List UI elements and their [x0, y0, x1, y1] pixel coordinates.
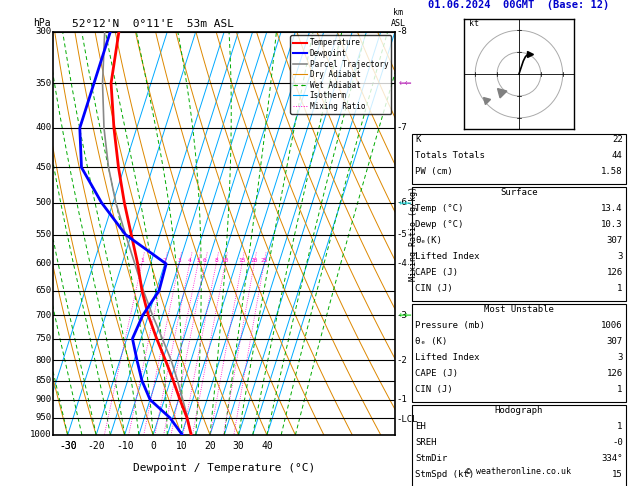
Text: CIN (J): CIN (J): [415, 284, 453, 293]
Text: 15: 15: [238, 258, 246, 263]
Text: 1000: 1000: [30, 431, 52, 439]
Text: 500: 500: [36, 198, 52, 207]
Text: 300: 300: [36, 27, 52, 36]
Text: 550: 550: [36, 230, 52, 239]
Text: Mixing Ratio (g/kg): Mixing Ratio (g/kg): [409, 186, 418, 281]
Text: Lifted Index: Lifted Index: [415, 353, 480, 362]
Text: -2: -2: [396, 356, 407, 364]
Text: 52°12'N  0°11'E  53m ASL: 52°12'N 0°11'E 53m ASL: [72, 19, 235, 29]
Text: 1: 1: [617, 422, 623, 431]
Text: CAPE (J): CAPE (J): [415, 369, 458, 378]
Text: SREH: SREH: [415, 438, 437, 447]
Text: 850: 850: [36, 376, 52, 385]
Text: 20: 20: [204, 441, 216, 451]
Text: km
ASL: km ASL: [391, 8, 406, 28]
Text: 10: 10: [221, 258, 229, 263]
Text: kt: kt: [469, 19, 479, 28]
Text: 6: 6: [203, 258, 207, 263]
Text: Dewpoint / Temperature (°C): Dewpoint / Temperature (°C): [133, 463, 315, 473]
Text: 400: 400: [36, 123, 52, 133]
Text: Most Unstable: Most Unstable: [484, 305, 554, 314]
Text: 600: 600: [36, 260, 52, 268]
Text: 900: 900: [36, 395, 52, 404]
Text: 950: 950: [36, 413, 52, 422]
Text: 650: 650: [36, 286, 52, 295]
Text: Dewp (°C): Dewp (°C): [415, 220, 464, 229]
Text: StmSpd (kt): StmSpd (kt): [415, 470, 474, 479]
Text: 126: 126: [606, 268, 623, 277]
Text: Hodograph: Hodograph: [495, 406, 543, 415]
Text: 20: 20: [250, 258, 258, 263]
Text: -1: -1: [396, 395, 407, 404]
Text: © weatheronline.co.uk: © weatheronline.co.uk: [467, 467, 571, 476]
Text: -30: -30: [59, 441, 77, 451]
Text: θₑ (K): θₑ (K): [415, 337, 447, 346]
Text: -5: -5: [396, 230, 407, 239]
Text: 1006: 1006: [601, 321, 623, 330]
Text: CAPE (J): CAPE (J): [415, 268, 458, 277]
Text: 8: 8: [214, 258, 218, 263]
Text: ⇐⇐: ⇐⇐: [398, 198, 411, 208]
Text: θₑ(K): θₑ(K): [415, 236, 442, 245]
Text: 750: 750: [36, 334, 52, 343]
Text: 4: 4: [187, 258, 191, 263]
Legend: Temperature, Dewpoint, Parcel Trajectory, Dry Adiabat, Wet Adiabat, Isotherm, Mi: Temperature, Dewpoint, Parcel Trajectory…: [291, 35, 391, 114]
Text: 44: 44: [612, 151, 623, 160]
Text: -6: -6: [396, 198, 407, 207]
Text: -3: -3: [396, 311, 407, 320]
Text: 2: 2: [163, 258, 167, 263]
Text: 22: 22: [612, 135, 623, 144]
Text: -4: -4: [396, 260, 407, 268]
Text: -30: -30: [59, 441, 77, 451]
Text: 3: 3: [177, 258, 181, 263]
Text: 1: 1: [140, 258, 143, 263]
Text: 01.06.2024  00GMT  (Base: 12): 01.06.2024 00GMT (Base: 12): [428, 0, 610, 10]
Text: 450: 450: [36, 163, 52, 172]
Text: CIN (J): CIN (J): [415, 385, 453, 394]
Text: 307: 307: [606, 236, 623, 245]
Text: Surface: Surface: [500, 188, 538, 197]
Text: 10: 10: [175, 441, 187, 451]
Text: 800: 800: [36, 356, 52, 364]
Text: 15: 15: [612, 470, 623, 479]
Text: ⇐⇐: ⇐⇐: [398, 311, 411, 320]
Text: 10.3: 10.3: [601, 220, 623, 229]
Text: 13.4: 13.4: [601, 204, 623, 213]
Text: -20: -20: [87, 441, 105, 451]
Text: -0: -0: [612, 438, 623, 447]
Text: Totals Totals: Totals Totals: [415, 151, 485, 160]
Text: 25: 25: [260, 258, 268, 263]
Text: -10: -10: [116, 441, 133, 451]
Text: 700: 700: [36, 311, 52, 320]
Text: 3: 3: [617, 252, 623, 261]
Text: 307: 307: [606, 337, 623, 346]
Text: 350: 350: [36, 79, 52, 88]
Text: 334°: 334°: [601, 454, 623, 463]
Text: 1: 1: [617, 284, 623, 293]
Text: Temp (°C): Temp (°C): [415, 204, 464, 213]
Text: K: K: [415, 135, 421, 144]
Text: 40: 40: [261, 441, 273, 451]
Text: 30: 30: [233, 441, 244, 451]
Text: 1: 1: [617, 385, 623, 394]
Text: Lifted Index: Lifted Index: [415, 252, 480, 261]
Text: -8: -8: [396, 27, 407, 36]
Text: -7: -7: [396, 123, 407, 133]
Text: 126: 126: [606, 369, 623, 378]
Text: StmDir: StmDir: [415, 454, 447, 463]
Text: -LCL: -LCL: [396, 415, 418, 424]
Text: 3: 3: [617, 353, 623, 362]
Text: ⇐⇐: ⇐⇐: [398, 78, 411, 88]
Text: 0: 0: [150, 441, 156, 451]
Text: 5: 5: [196, 258, 200, 263]
Text: Pressure (mb): Pressure (mb): [415, 321, 485, 330]
Text: 1.58: 1.58: [601, 167, 623, 176]
Text: hPa: hPa: [33, 17, 50, 28]
Text: EH: EH: [415, 422, 426, 431]
Text: PW (cm): PW (cm): [415, 167, 453, 176]
